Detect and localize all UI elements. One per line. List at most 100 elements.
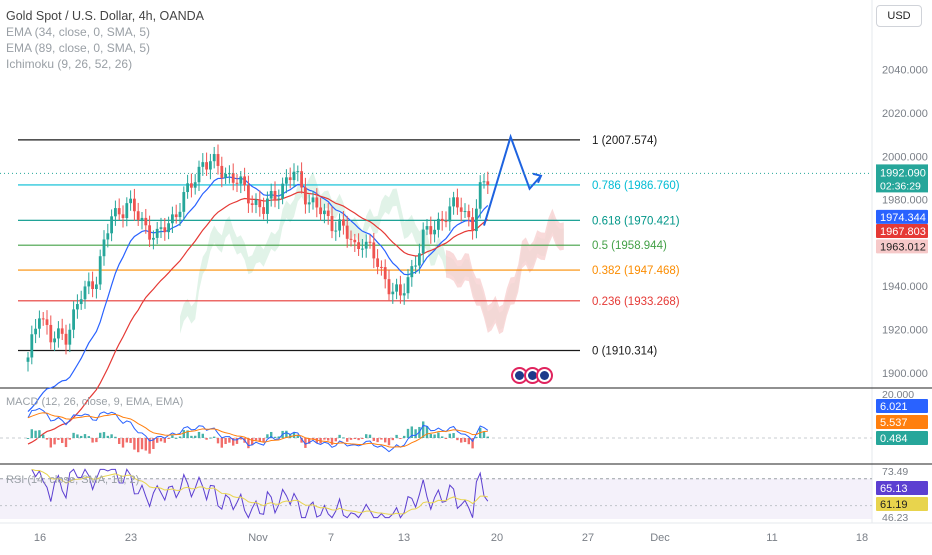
macd-histogram-bar bbox=[471, 438, 474, 449]
macd-histogram-bar bbox=[156, 438, 159, 443]
candle bbox=[239, 176, 243, 184]
macd-histogram-bar bbox=[277, 436, 280, 438]
macd-histogram-bar bbox=[349, 438, 353, 440]
y-tick-label: 2000.000 bbox=[882, 151, 928, 163]
macd-histogram-bar bbox=[87, 436, 90, 438]
candle bbox=[266, 198, 269, 214]
candle bbox=[414, 265, 417, 267]
macd-histogram-bar bbox=[395, 434, 398, 438]
candle bbox=[429, 226, 433, 235]
macd-histogram-bar bbox=[190, 435, 193, 438]
macd-histogram-bar bbox=[61, 438, 64, 443]
candle bbox=[456, 197, 459, 208]
chart-legend: Gold Spot / U.S. Dollar, 4h, OANDA EMA (… bbox=[6, 8, 204, 72]
macd-histogram-bar bbox=[414, 429, 417, 438]
macd-histogram-bar bbox=[137, 438, 140, 453]
macd-histogram-bar bbox=[475, 436, 478, 438]
rsi-label[interactable]: RSI (14, close, SMA, 14, 2) bbox=[6, 474, 140, 486]
macd-histogram-bar bbox=[384, 438, 387, 443]
macd-value-badge-bg bbox=[876, 399, 928, 413]
candle bbox=[307, 202, 311, 205]
candle bbox=[410, 266, 414, 278]
candle bbox=[102, 239, 106, 257]
macd-histogram-bar bbox=[133, 438, 136, 450]
macd-histogram-bar bbox=[197, 431, 201, 438]
candle bbox=[41, 318, 45, 320]
x-tick-label: 11 bbox=[766, 532, 777, 544]
ema89-line bbox=[27, 191, 489, 445]
macd-histogram-bar bbox=[64, 438, 68, 448]
candle bbox=[53, 338, 56, 343]
candle bbox=[250, 203, 254, 205]
macd-histogram-bar bbox=[422, 421, 425, 438]
candle bbox=[376, 258, 379, 267]
macd-histogram-bar bbox=[433, 434, 436, 438]
macd-histogram-bar bbox=[353, 438, 356, 440]
ema34-badge: 1974.344 bbox=[880, 212, 926, 224]
x-tick-label: 7 bbox=[328, 532, 334, 544]
candle bbox=[45, 319, 49, 325]
macd-histogram-bar bbox=[53, 438, 56, 445]
macd-histogram-bar bbox=[110, 434, 113, 438]
candle bbox=[288, 177, 292, 181]
macd-histogram-bar bbox=[209, 437, 212, 439]
countdown-value: 02:36:29 bbox=[880, 180, 921, 192]
macd-histogram-bar bbox=[95, 438, 98, 443]
candle bbox=[471, 217, 474, 232]
candle bbox=[357, 242, 360, 249]
candle bbox=[254, 199, 258, 205]
candle bbox=[136, 211, 140, 221]
macd-histogram-bar bbox=[463, 438, 467, 443]
candle bbox=[182, 192, 186, 212]
candle bbox=[433, 229, 436, 235]
macd-histogram-bar bbox=[304, 438, 307, 448]
candle bbox=[361, 248, 364, 250]
macd-histogram-bar bbox=[42, 434, 45, 438]
candle bbox=[475, 208, 478, 232]
macd-signal-badge-bg bbox=[876, 415, 928, 429]
macd-histogram-bar bbox=[213, 436, 216, 438]
macd-histogram-bar bbox=[285, 430, 288, 438]
macd-histogram-bar bbox=[410, 426, 413, 438]
candle bbox=[64, 333, 68, 345]
macd-histogram-bar bbox=[482, 431, 486, 438]
candle bbox=[98, 256, 102, 285]
macd-histogram-bar bbox=[38, 430, 41, 438]
candle bbox=[186, 183, 189, 193]
candle bbox=[323, 210, 326, 215]
ema89-badge-bg bbox=[876, 224, 928, 239]
macd-histogram-bar bbox=[228, 438, 231, 443]
legend-ichimoku[interactable]: Ichimoku (9, 26, 52, 26) bbox=[6, 57, 133, 71]
ichimoku-cloud-bearish bbox=[446, 208, 564, 335]
macd-histogram-bar bbox=[125, 438, 128, 443]
currency-button[interactable]: USD bbox=[876, 5, 922, 27]
candle bbox=[76, 304, 79, 310]
candle bbox=[79, 299, 83, 305]
macd-label[interactable]: MACD (12, 26, close, 9, EMA, EMA) bbox=[6, 396, 184, 408]
candle bbox=[72, 309, 75, 330]
candle bbox=[106, 233, 110, 240]
x-tick-label: Nov bbox=[248, 532, 268, 544]
candle bbox=[406, 277, 410, 294]
candle bbox=[440, 218, 444, 222]
candle bbox=[228, 173, 231, 175]
x-tick-label: 23 bbox=[125, 532, 137, 544]
candle bbox=[459, 207, 463, 212]
event-flag-icon[interactable] bbox=[536, 367, 553, 384]
macd-histogram-bar bbox=[224, 438, 227, 445]
candle bbox=[326, 210, 330, 216]
y-tick-label: 2020.000 bbox=[882, 108, 928, 120]
x-tick-label: 16 bbox=[34, 532, 46, 544]
candle bbox=[372, 242, 376, 259]
candle bbox=[444, 221, 448, 223]
macd-histogram-bar bbox=[30, 429, 33, 438]
legend-ema89[interactable]: EMA (89, close, 0, SMA, 5) bbox=[6, 41, 151, 55]
macd-signal-line bbox=[27, 412, 488, 448]
macd-histogram-bar bbox=[45, 438, 49, 440]
candle bbox=[300, 171, 303, 188]
macd-histogram-bar bbox=[182, 430, 185, 438]
candle bbox=[212, 154, 216, 162]
legend-ema34[interactable]: EMA (34, close, 0, SMA, 5) bbox=[6, 25, 151, 39]
